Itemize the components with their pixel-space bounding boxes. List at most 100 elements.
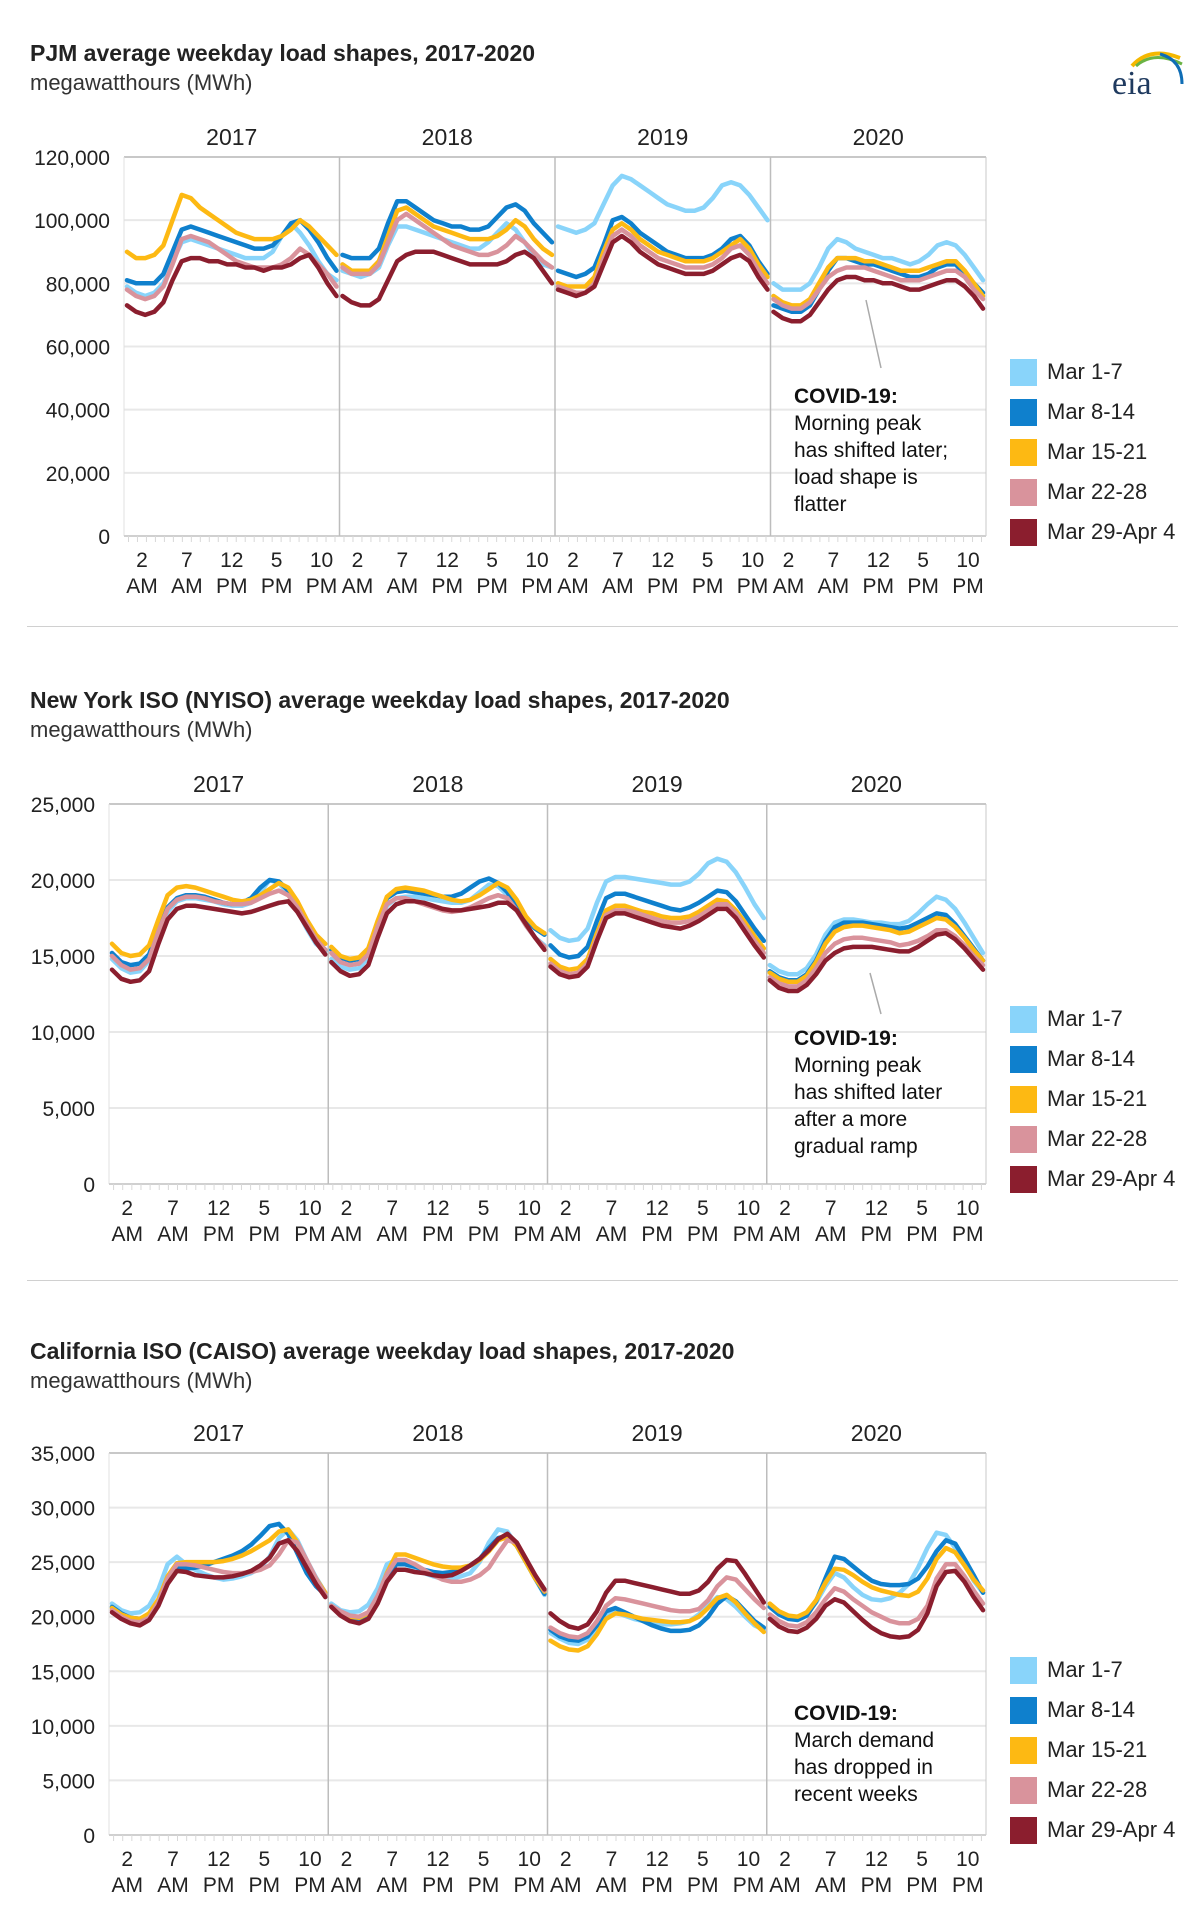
legend-label: Mar 15-21 <box>1047 1737 1148 1762</box>
panel-year-label: 2019 <box>632 771 683 797</box>
legend-item: Mar 15-21 <box>1010 1079 1175 1119</box>
legend-label: Mar 1-7 <box>1047 359 1123 384</box>
series-line-mar-1-7-2019 <box>548 1594 767 1647</box>
legend-label: Mar 22-28 <box>1047 1777 1148 1802</box>
x-tick-label-ampm: PM <box>422 1223 454 1246</box>
x-tick-label-hour: 5 <box>697 1197 709 1220</box>
y-tick-label: 10,000 <box>31 1022 95 1045</box>
legend-swatch <box>1010 438 1037 466</box>
y-tick-label: 0 <box>83 1174 95 1197</box>
legend-swatch <box>1010 1165 1037 1193</box>
x-tick-label-ampm: AM <box>387 575 419 598</box>
legend-label: Mar 1-7 <box>1047 1657 1123 1682</box>
y-tick-label: 35,000 <box>31 1443 95 1466</box>
legend-swatch <box>1010 1816 1037 1844</box>
pjm-chart-title: PJM average weekday load shapes, 2017-20… <box>30 40 536 66</box>
legend-label: Mar 29-Apr 4 <box>1047 1817 1176 1842</box>
annotation-heading: COVID-19: <box>794 1702 898 1725</box>
legend-swatch <box>1010 1656 1037 1684</box>
y-tick-label: 5,000 <box>42 1770 95 1793</box>
chart-2: 0 5,000 10,000 15,000 20,000 25,000 30,000 35,0… <box>31 1420 987 1897</box>
series-line-mar-29-apr-4-2018 <box>340 249 555 308</box>
nyiso-chart-subtitle: megawatthours (MWh) <box>30 717 253 742</box>
legend-swatch <box>1010 518 1037 546</box>
x-tick-label-hour: 12 <box>865 1197 888 1220</box>
x-tick-label-hour: 7 <box>825 1197 837 1220</box>
x-tick-label-ampm: AM <box>769 1223 801 1246</box>
legend-label: Mar 8-14 <box>1047 399 1136 424</box>
series-line-mar-29-apr-4-2020 <box>767 1568 986 1640</box>
legend: Mar 1-7 Mar 8-14 Mar 15-21 Mar 22-28 Mar 29-… <box>1010 352 1175 552</box>
legend-label: Mar 1-7 <box>1047 1006 1123 1031</box>
x-tick-label-hour: 5 <box>478 1197 490 1220</box>
legend-item: Mar 22-28 <box>1010 1119 1175 1159</box>
x-tick-label-hour: 7 <box>181 549 193 572</box>
legend-swatch <box>1010 1045 1037 1073</box>
x-tick-label-hour: 12 <box>426 1197 449 1220</box>
legend-label: Mar 8-14 <box>1047 1046 1136 1071</box>
x-tick-label-ampm: PM <box>306 575 338 598</box>
x-tick-label-hour: 10 <box>310 549 333 572</box>
series-line-mar-15-21-2020 <box>767 1545 986 1619</box>
legend-label: Mar 29-Apr 4 <box>1047 1166 1176 1191</box>
x-tick-label-hour: 10 <box>518 1197 541 1220</box>
x-tick-label-hour: 10 <box>956 1848 979 1871</box>
x-tick-label-ampm: PM <box>952 1223 984 1246</box>
x-tick-label-hour: 10 <box>741 549 764 572</box>
legend-swatch <box>1010 398 1037 426</box>
x-tick-label-hour: 10 <box>737 1197 760 1220</box>
x-tick-label-ampm: AM <box>126 575 158 598</box>
legend-item: Mar 8-14 <box>1010 1690 1175 1730</box>
y-tick-label: 30,000 <box>31 1498 95 1521</box>
panel-year-label: 2018 <box>422 124 473 150</box>
x-tick-label-hour: 12 <box>207 1197 230 1220</box>
x-tick-label-ampm: PM <box>641 1874 673 1897</box>
x-tick-label-hour: 2 <box>560 1848 572 1871</box>
panel-year-label: 2018 <box>412 1420 463 1446</box>
series-line-mar-29-apr-4-2018 <box>329 899 547 979</box>
x-tick-label-ampm: PM <box>692 575 724 598</box>
legend-item: Mar 1-7 <box>1010 1650 1175 1690</box>
chart-1: 0 5,000 10,000 15,000 20,000 25,000 2017 2 AM 7 AM… <box>31 771 987 1246</box>
legend-item: Mar 8-14 <box>1010 1039 1175 1079</box>
series-line-mar-1-7-2020 <box>771 236 986 292</box>
x-tick-label-ampm: AM <box>342 575 374 598</box>
y-tick-label: 25,000 <box>31 794 95 817</box>
series-line-mar-1-7-2020 <box>767 1530 986 1621</box>
legend-label: Mar 15-21 <box>1047 1086 1148 1111</box>
y-tick-label: 15,000 <box>31 946 95 969</box>
x-tick-label-hour: 10 <box>298 1197 321 1220</box>
x-tick-label-ampm: PM <box>261 575 293 598</box>
x-tick-label-ampm: AM <box>557 575 589 598</box>
x-tick-label-ampm: AM <box>331 1223 363 1246</box>
x-tick-label-hour: 5 <box>258 1197 270 1220</box>
x-tick-label-ampm: PM <box>952 575 984 598</box>
series-line-mar-29-apr-4-2017 <box>124 252 339 318</box>
caiso-chart-subtitle: megawatthours (MWh) <box>30 1368 253 1393</box>
legend-swatch <box>1010 1736 1037 1764</box>
x-tick-label-hour: 2 <box>136 549 148 572</box>
divider <box>27 1280 1178 1281</box>
y-tick-label: 25,000 <box>31 1552 95 1575</box>
legend-label: Mar 22-28 <box>1047 479 1148 504</box>
x-tick-label-ampm: PM <box>432 575 464 598</box>
y-tick-label: 120,000 <box>34 147 110 170</box>
annotation-pointer <box>865 299 882 369</box>
x-tick-label-ampm: AM <box>602 575 634 598</box>
legend-item: Mar 1-7 <box>1010 999 1175 1039</box>
x-tick-label-ampm: PM <box>861 1223 893 1246</box>
series-line-mar-8-14-2020 <box>767 1538 986 1623</box>
panel-year-label: 2020 <box>851 1420 902 1446</box>
x-tick-label-ampm: AM <box>112 1874 144 1897</box>
annotation-heading: COVID-19: <box>794 385 898 408</box>
series-line-mar-29-apr-4-2018 <box>329 1531 547 1626</box>
annotation-line: has shifted later <box>794 1081 943 1104</box>
x-tick-label-ampm: PM <box>249 1223 281 1246</box>
x-tick-label-hour: 12 <box>865 1848 888 1871</box>
legend-item: Mar 22-28 <box>1010 472 1175 512</box>
legend-item: Mar 29-Apr 4 <box>1010 1810 1175 1850</box>
x-tick-label-ampm: PM <box>294 1223 326 1246</box>
legend-item: Mar 15-21 <box>1010 432 1175 472</box>
y-tick-label: 0 <box>98 526 110 549</box>
x-tick-label-hour: 5 <box>702 549 714 572</box>
